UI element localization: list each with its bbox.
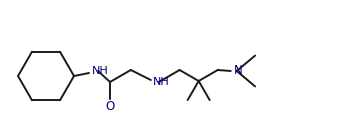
Text: NH: NH — [92, 66, 109, 76]
Text: N: N — [234, 64, 242, 78]
Text: O: O — [105, 101, 115, 114]
Text: NH: NH — [153, 77, 170, 87]
